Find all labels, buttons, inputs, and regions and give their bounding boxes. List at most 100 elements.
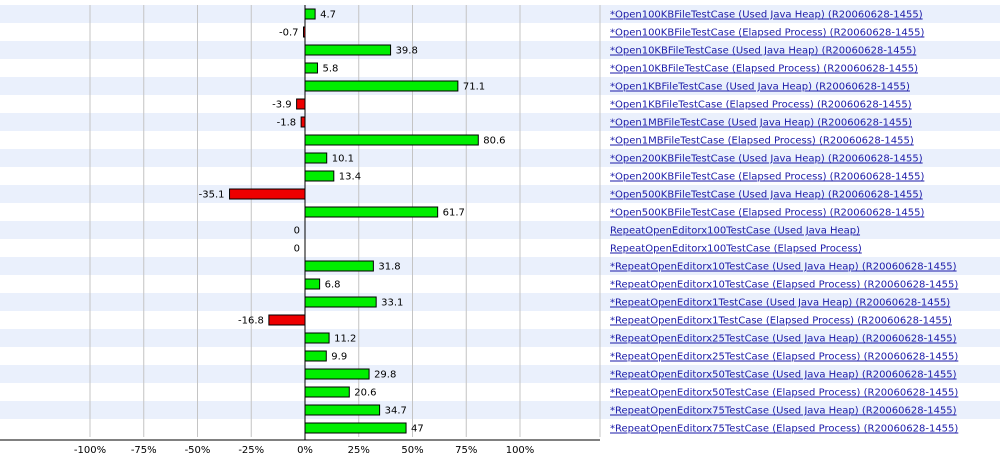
x-tick-label: 0%: [297, 445, 313, 456]
row-stripe: [0, 401, 1000, 419]
value-label: 4.7: [320, 10, 336, 21]
value-label: 33.1: [381, 298, 403, 309]
row-link[interactable]: *RepeatOpenEditorx10TestCase (Elapsed Pr…: [610, 280, 958, 291]
bar: [304, 8, 316, 20]
x-tick-label: -50%: [185, 445, 211, 456]
row-link[interactable]: *Open1MBFileTestCase (Used Java Heap) (R…: [610, 118, 912, 129]
value-label: 0: [294, 226, 300, 237]
bar: [304, 80, 459, 92]
value-labels: 4.7 -0.7 39.8 5.8 71.1 -3.9 -1.8 80.6 10.1 13.4 -3…: [199, 10, 506, 435]
row-stripe: [0, 293, 1000, 311]
bar: [304, 386, 350, 398]
row-stripe: [0, 329, 1000, 347]
x-tick-label: 100%: [506, 445, 535, 456]
row-stripe: [0, 239, 1000, 257]
x-tick-label: -75%: [131, 445, 157, 456]
bar: [300, 116, 306, 128]
value-label: 61.7: [443, 208, 465, 219]
row-stripe: [0, 311, 1000, 329]
row-stripe: [0, 167, 1000, 185]
value-label: -3.9: [272, 100, 292, 111]
bar: [304, 422, 407, 434]
row-link[interactable]: *RepeatOpenEditorx1TestCase (Elapsed Pro…: [610, 316, 952, 327]
row-stripe: [0, 95, 1000, 113]
row-stripe: [0, 5, 1000, 23]
bar: [304, 152, 328, 164]
bars: [229, 8, 479, 434]
row-stripe: [0, 365, 1000, 383]
value-label: 47: [411, 424, 424, 435]
row-link[interactable]: *RepeatOpenEditorx50TestCase (Elapsed Pr…: [610, 388, 958, 399]
value-label: 29.8: [374, 370, 396, 381]
bar: [304, 278, 321, 290]
bar: [304, 296, 377, 308]
row-links[interactable]: *Open100KBFileTestCase (Used Java Heap) …: [610, 10, 958, 435]
axes: [0, 5, 600, 441]
row-stripe: [0, 221, 1000, 239]
value-label: 20.6: [354, 388, 376, 399]
row-link[interactable]: *RepeatOpenEditorx25TestCase (Used Java …: [610, 334, 957, 345]
row-stripe: [0, 383, 1000, 401]
value-label: 6.8: [325, 280, 341, 291]
value-label: -35.1: [199, 190, 225, 201]
value-label: -16.8: [238, 316, 264, 327]
x-tick-label: 50%: [401, 445, 423, 456]
row-link[interactable]: *RepeatOpenEditorx10TestCase (Used Java …: [610, 262, 957, 273]
row-stripes: [0, 5, 1000, 437]
row-link[interactable]: *Open100KBFileTestCase (Elapsed Process)…: [610, 28, 924, 39]
row-stripe: [0, 59, 1000, 77]
row-link[interactable]: *Open1KBFileTestCase (Elapsed Process) (…: [610, 100, 912, 111]
value-label: 39.8: [396, 46, 418, 57]
bar: [304, 350, 327, 362]
row-link[interactable]: *RepeatOpenEditorx75TestCase (Elapsed Pr…: [610, 424, 958, 435]
row-link[interactable]: *Open100KBFileTestCase (Used Java Heap) …: [610, 10, 923, 21]
gridlines: [89, 5, 601, 437]
value-label: 9.9: [331, 352, 347, 363]
row-link[interactable]: *RepeatOpenEditorx50TestCase (Used Java …: [610, 370, 957, 381]
row-link[interactable]: *RepeatOpenEditorx75TestCase (Used Java …: [610, 406, 957, 417]
row-stripe: [0, 23, 1000, 41]
bar: [304, 368, 370, 380]
row-stripe: [0, 41, 1000, 59]
bar: [296, 98, 306, 110]
value-label: 31.8: [378, 262, 400, 273]
row-stripe: [0, 149, 1000, 167]
bar: [304, 134, 479, 146]
value-label: -1.8: [277, 118, 297, 129]
bar: [268, 314, 306, 326]
bar: [304, 170, 335, 182]
bar: [304, 62, 318, 74]
value-label: 34.7: [385, 406, 407, 417]
row-stripe: [0, 131, 1000, 149]
bar: [304, 260, 374, 272]
row-link[interactable]: *RepeatOpenEditorx1TestCase (Used Java H…: [610, 298, 950, 309]
value-label: 0: [294, 244, 300, 255]
row-link[interactable]: *Open500KBFileTestCase (Used Java Heap) …: [610, 190, 923, 201]
x-tick-labels: -100% -75% -50% -25% 0% 25% 50% 75% 100%: [74, 445, 534, 456]
bar: [304, 404, 381, 416]
row-stripe: [0, 275, 1000, 293]
x-tick-label: 75%: [455, 445, 477, 456]
row-link[interactable]: *Open500KBFileTestCase (Elapsed Process)…: [610, 208, 924, 219]
row-link[interactable]: *Open200KBFileTestCase (Used Java Heap) …: [610, 154, 923, 165]
row-stripe: [0, 113, 1000, 131]
value-label: 11.2: [334, 334, 356, 345]
row-link[interactable]: RepeatOpenEditorx100TestCase (Elapsed Pr…: [610, 244, 862, 255]
bar: [304, 332, 330, 344]
value-label: 5.8: [322, 64, 338, 75]
row-stripe: [0, 347, 1000, 365]
value-label: 71.1: [463, 82, 485, 93]
row-link[interactable]: *Open1KBFileTestCase (Used Java Heap) (R…: [610, 82, 910, 93]
row-link[interactable]: *Open1MBFileTestCase (Elapsed Process) (…: [610, 136, 914, 147]
row-link[interactable]: *RepeatOpenEditorx25TestCase (Elapsed Pr…: [610, 352, 958, 363]
row-link[interactable]: *Open10KBFileTestCase (Used Java Heap) (…: [610, 46, 916, 57]
row-link[interactable]: RepeatOpenEditorx100TestCase (Used Java …: [610, 226, 860, 237]
x-tick-label: -100%: [74, 445, 106, 456]
x-tick-label: -25%: [238, 445, 264, 456]
row-link[interactable]: *Open10KBFileTestCase (Elapsed Process) …: [610, 64, 918, 75]
row-stripe: [0, 203, 1000, 221]
bar: [304, 206, 439, 218]
x-tick-label: 25%: [348, 445, 370, 456]
row-link[interactable]: *Open200KBFileTestCase (Elapsed Process)…: [610, 172, 924, 183]
